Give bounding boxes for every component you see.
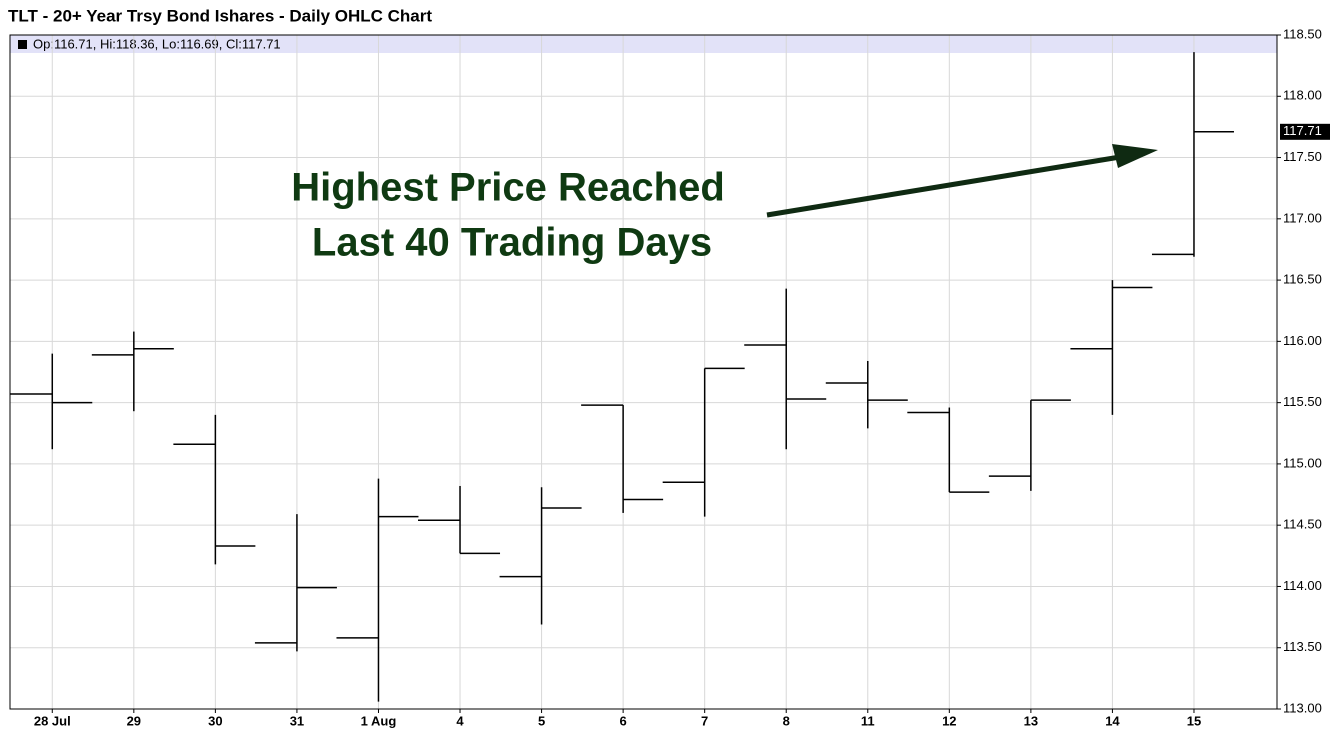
arrow-head [1112, 144, 1158, 168]
x-tick-label: 7 [701, 713, 708, 728]
y-tick-label: 115.00 [1283, 455, 1322, 470]
x-tick-label: 4 [456, 713, 464, 728]
y-tick-label: 116.00 [1283, 333, 1322, 348]
info-bar [10, 35, 1277, 53]
annotation: Highest Price Reached [291, 166, 725, 210]
y-tick-label: 116.50 [1283, 272, 1322, 287]
info-text: Op:116.71, Hi:118.36, Lo:116.69, Cl:117.… [33, 36, 281, 51]
x-tick-label: 6 [620, 713, 627, 728]
y-tick-label: 115.50 [1283, 394, 1322, 409]
plot-frame [9, 34, 1278, 710]
x-tick-label: 29 [127, 713, 141, 728]
x-tick-label: 14 [1105, 713, 1120, 728]
info-icon [18, 40, 27, 49]
y-tick-label: 118.00 [1283, 88, 1322, 103]
marks [10, 52, 1234, 702]
x-tick-label: 1 Aug [361, 713, 397, 728]
y-tick-label: 114.50 [1283, 517, 1322, 532]
grid [10, 34, 1277, 710]
x-tick-label: 28 Jul [34, 713, 71, 728]
x-tick-label: 30 [208, 713, 222, 728]
y-tick-label: 113.00 [1283, 700, 1322, 715]
y-tick-label: 117.50 [1283, 149, 1322, 164]
price-marker [1280, 123, 1330, 140]
y-tick-label: 118.50 [1283, 26, 1322, 41]
x-tick-label: 13 [1024, 713, 1038, 728]
x-tick-label: 15 [1187, 713, 1201, 728]
y-tick-label: 114.00 [1283, 578, 1322, 593]
price-marker-label: 117.71 [1283, 123, 1322, 138]
x-tick-label: 5 [538, 713, 545, 728]
chart-title: TLT - 20+ Year Trsy Bond Ishares - Daily… [8, 6, 432, 25]
x-tick-label: 11 [861, 713, 875, 728]
x-tick-label: 8 [783, 713, 790, 728]
y-tick-label: 113.50 [1283, 639, 1322, 654]
x-tick-label: 31 [290, 713, 304, 728]
arrow-shaft [766, 154, 1121, 218]
y-tick-label: 117.00 [1283, 210, 1322, 225]
x-tick-label: 12 [942, 713, 956, 728]
annotation: Last 40 Trading Days [312, 221, 712, 265]
